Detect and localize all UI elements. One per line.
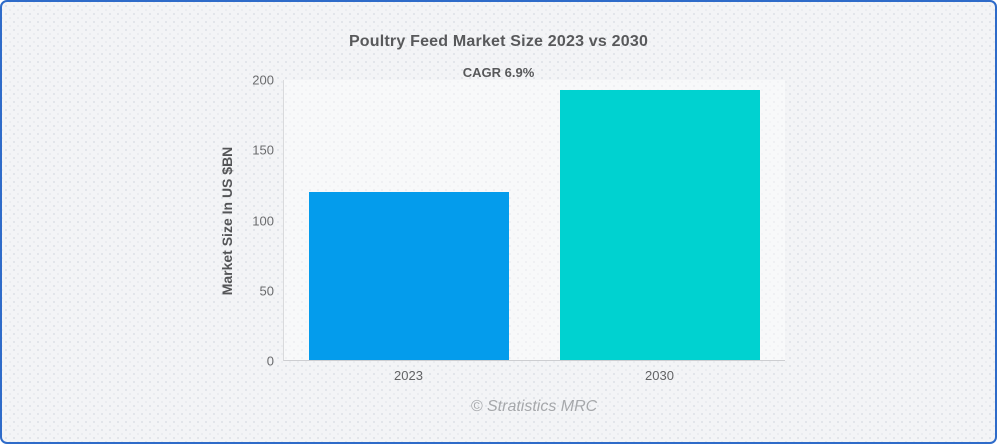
x-axis: 2023 2030 bbox=[283, 368, 785, 386]
y-axis-tick-label: 50 bbox=[259, 283, 274, 299]
y-axis-tick-label: 200 bbox=[252, 72, 274, 88]
y-axis-tick-label: 150 bbox=[252, 142, 274, 158]
y-axis: 0 50 100 150 200 bbox=[230, 73, 274, 369]
plot-area bbox=[283, 80, 785, 361]
source-watermark: © Stratistics MRC bbox=[470, 398, 598, 415]
bar-2023 bbox=[309, 192, 510, 360]
y-axis-tick-label: 0 bbox=[266, 353, 274, 369]
bar-2030 bbox=[559, 89, 760, 360]
x-axis-label: 2023 bbox=[394, 368, 423, 383]
chart-subtitle-cagr: CAGR 6.9% bbox=[462, 65, 535, 80]
chart-title: Poultry Feed Market Size 2023 vs 2030 bbox=[348, 33, 649, 50]
y-axis-tick-label: 100 bbox=[252, 213, 274, 228]
x-axis-label: 2030 bbox=[645, 368, 674, 383]
